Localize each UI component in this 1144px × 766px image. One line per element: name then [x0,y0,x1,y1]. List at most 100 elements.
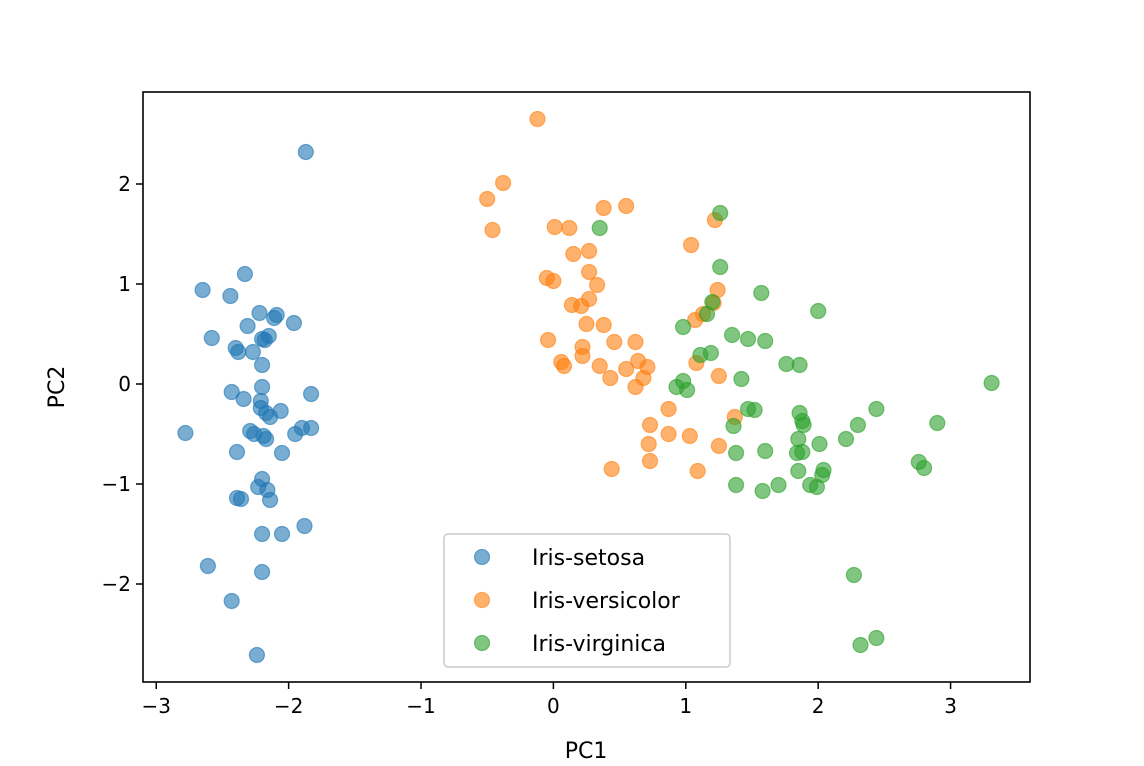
y-tick-label: −1 [102,472,131,496]
data-point-series-1 [565,245,582,263]
data-point-series-0 [236,265,253,283]
data-point-series-2 [739,330,757,348]
data-point-series-1 [495,174,512,192]
x-tick-label: −1 [406,694,435,718]
data-point-series-1 [689,462,706,480]
data-point-series-1 [561,219,578,237]
data-point-series-2 [852,636,869,654]
data-point-series-0 [303,385,320,403]
y-tick-label: −2 [102,572,131,596]
legend-label: Iris-versicolor [532,589,681,614]
data-point-series-0 [254,525,271,543]
data-point-series-2 [692,346,709,364]
data-point-series-1 [574,347,591,365]
data-point-series-0 [287,425,304,443]
data-point-series-0 [258,430,275,448]
data-point-series-2 [868,629,885,647]
data-point-series-1 [591,357,608,375]
data-point-series-1 [660,425,677,443]
data-point-series-2 [811,435,828,453]
y-tick-label: 1 [118,272,131,296]
data-point-series-0 [273,444,291,462]
legend-marker [473,634,491,652]
data-point-series-2 [837,430,855,448]
data-point-series-0 [177,424,194,442]
data-point-series-2 [678,381,696,399]
data-point-series-0 [254,563,271,581]
data-point-series-2 [753,284,770,302]
data-point-series-0 [222,287,239,305]
data-point-series-1 [641,416,659,434]
y-axis-label: PC2 [45,366,70,409]
data-point-series-0 [273,525,291,543]
data-point-series-0 [235,390,252,408]
data-point-series-0 [244,343,261,361]
legend: Iris-setosa Iris-versicolor Iris-virginica [443,533,731,668]
data-point-series-0 [254,356,271,374]
data-point-series-2 [929,414,946,432]
data-point-series-1 [573,297,590,315]
data-point-series-2 [712,204,729,222]
data-point-series-2 [788,444,806,462]
x-tick-label: 3 [944,694,957,718]
data-point-series-0 [297,143,314,161]
data-point-series-0 [223,383,240,401]
y-tick-label: 2 [118,172,131,196]
data-point-series-1 [618,197,635,215]
data-point-series-1 [546,218,563,236]
data-point-series-2 [770,476,787,494]
data-point-series-1 [580,263,598,281]
data-point-series-2 [723,326,741,344]
data-point-series-2 [725,417,742,435]
data-point-series-1 [618,360,635,378]
data-point-series-1 [682,236,700,254]
x-axis-label: PC1 [565,739,608,764]
data-point-series-2 [757,332,774,350]
data-point-series-1 [578,315,595,333]
data-point-series-2 [698,305,716,323]
data-point-series-0 [199,557,216,575]
data-point-series-0 [223,592,240,610]
x-tick-label: 2 [812,694,825,718]
data-point-series-0 [232,490,250,508]
data-point-series-1 [545,272,562,290]
data-point-series-2 [727,444,745,462]
legend-entries: Iris-setosa Iris-versicolor Iris-virginica [473,546,681,657]
data-point-series-0 [303,419,320,437]
data-point-series-2 [915,459,933,477]
data-point-series-1 [627,333,644,351]
y-tick-label: 0 [118,372,131,396]
data-point-series-1 [641,452,659,470]
data-point-series-0 [254,378,271,396]
data-point-series-0 [296,517,313,535]
legend-marker [473,548,491,566]
data-point-series-2 [808,478,826,496]
data-point-series-2 [591,219,608,237]
data-point-series-2 [868,400,885,418]
legend-label: Iris-virginica [532,632,666,657]
x-tick-label: 0 [547,694,560,718]
x-tick-label: 1 [679,694,692,718]
data-point-series-1 [555,357,573,375]
data-point-series-0 [262,491,279,509]
plot-frame [142,91,1031,683]
data-point-series-1 [710,367,728,385]
data-point-series-1 [681,427,698,445]
data-point-series-1 [710,437,728,455]
data-point-series-1 [602,369,619,387]
data-point-series-0 [266,309,283,327]
y-axis-ticks: −2 −1 0 1 2 [102,172,143,596]
data-point-series-1 [603,460,620,478]
data-point-series-1 [660,400,677,418]
data-points [177,110,1000,664]
data-point-series-1 [484,221,501,239]
data-point-series-1 [588,276,606,294]
data-point-series-2 [983,374,1000,392]
data-point-series-0 [256,331,273,349]
data-point-series-0 [285,314,302,332]
data-point-series-2 [845,566,863,584]
data-point-series-2 [754,482,771,500]
data-point-series-2 [727,476,745,494]
data-point-series-1 [479,190,496,208]
data-point-series-2 [712,258,729,276]
